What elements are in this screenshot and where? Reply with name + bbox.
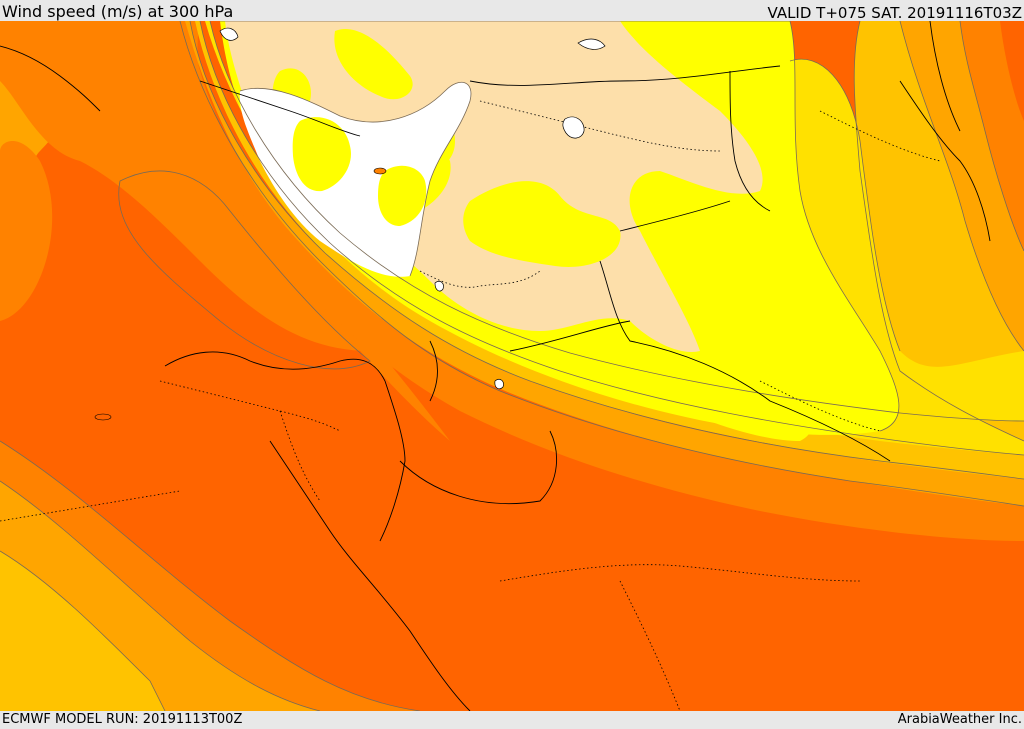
map-footer: ECMWF MODEL RUN: 20191113T00Z ArabiaWeat… [0,711,1024,729]
map-title: Wind speed (m/s) at 300 hPa [2,2,234,21]
field-amber-belt [185,21,1024,506]
field-orange-west-core [0,141,53,321]
field-tan [225,21,763,352]
country-borders [0,100,941,711]
patch-yellow-3 [463,181,621,267]
model-run: ECMWF MODEL RUN: 20191113T00Z [2,712,243,727]
wind-contours [0,21,1024,711]
field-dorange-east [1000,21,1024,121]
patch-yellow-white-1 [292,117,351,192]
map-header: Wind speed (m/s) at 300 hPa VALID T+075 … [0,0,1024,22]
valid-time: VALID T+075 SAT. 20191116T03Z [767,4,1022,22]
island-small [94,413,112,421]
patch-yellow-1 [334,29,413,100]
field-gold-southwest [0,551,165,711]
credit: ArabiaWeather Inc. [897,712,1022,727]
coastlines [0,21,991,711]
island-cyprus [373,167,387,175]
field-orange-belt [175,21,1024,541]
lakes [219,27,606,390]
patch-yellow-white-2 [378,165,427,226]
wind-speed-map [0,21,1024,711]
field-orange-east [960,21,1024,251]
